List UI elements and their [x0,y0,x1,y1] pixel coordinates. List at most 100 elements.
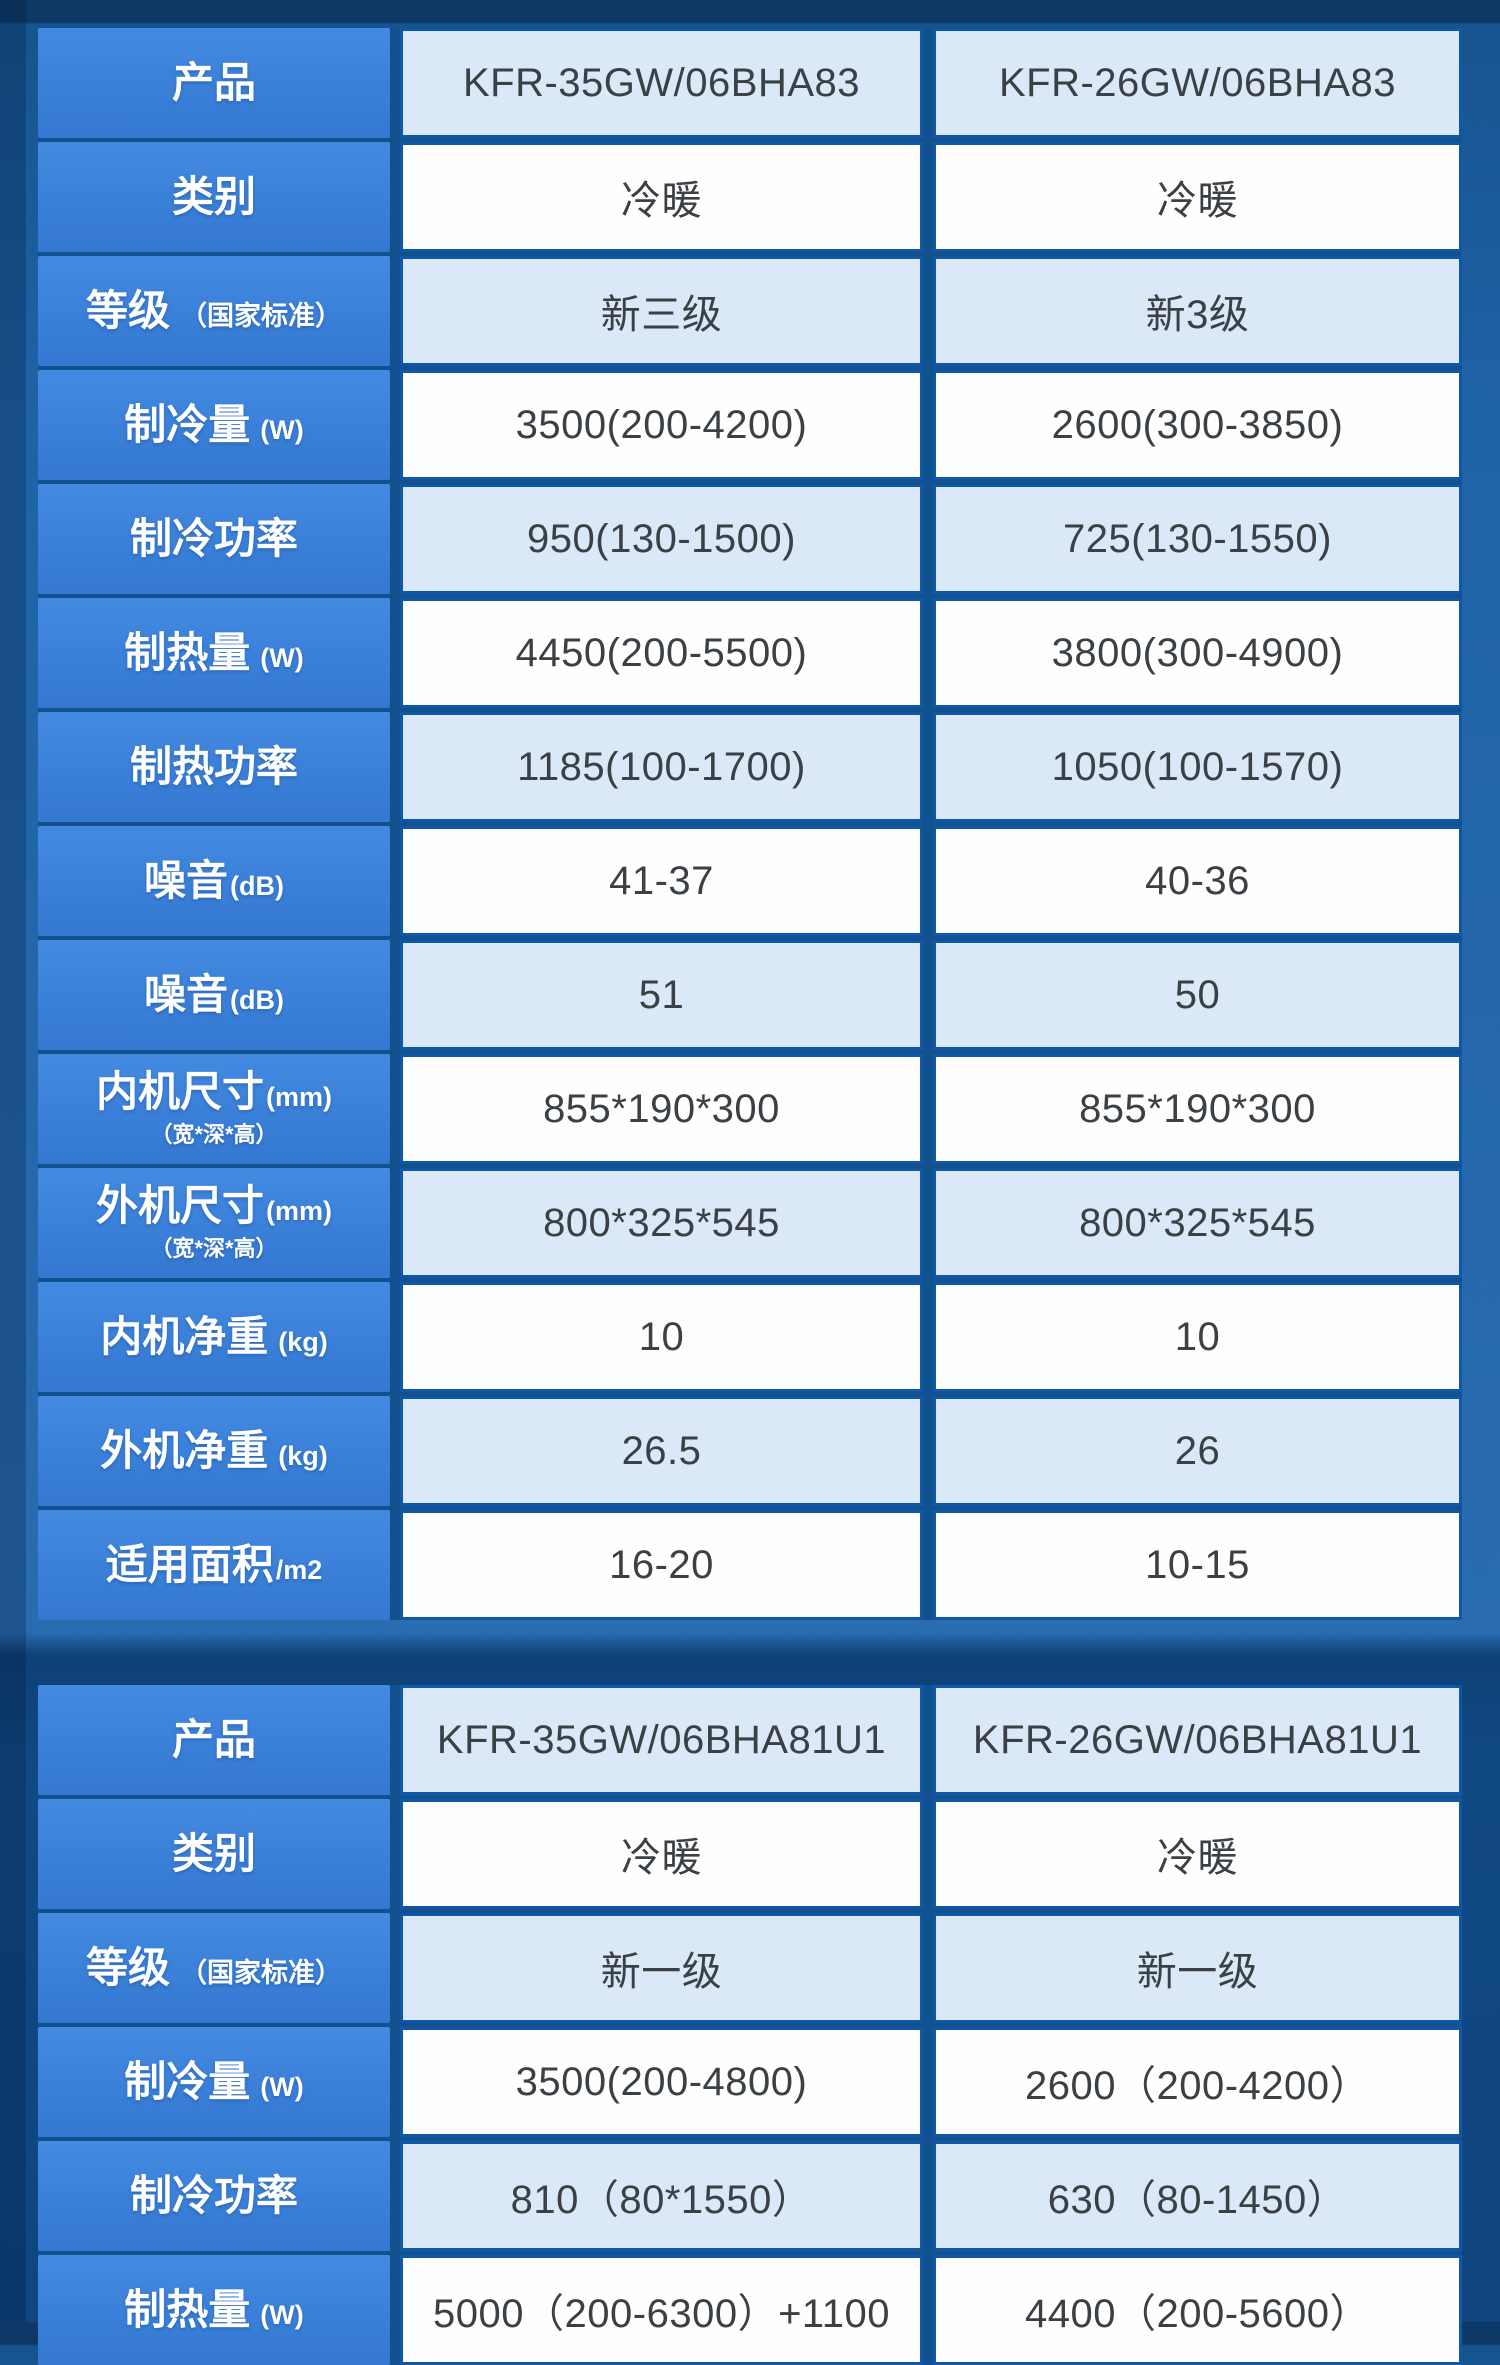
spec-label-cell: 噪音 (dB) [38,940,390,1050]
spec-value-product-2: 40-36 [933,826,1462,936]
spec-label-line: 制热量 (W) [124,628,304,676]
spec-value-product-1: 3500(200-4200) [400,370,923,480]
spec-value-product-1: 1185(100-1700) [400,712,923,822]
spec-label-note: （国家标准） [180,300,342,331]
spec-label-note: (mm) [266,1081,332,1112]
spec-label: 产品 [171,1715,256,1763]
spec-label-line: 适用面积 /m2 [105,1540,323,1588]
spec-label-subnote: （宽*深*高） [150,1236,278,1262]
spec-value-product-2: 10-15 [933,1510,1462,1620]
spec-label-line: 噪音 (dB) [144,970,284,1018]
spec-label-line: 等级 （国家标准） [85,286,342,334]
spec-label-cell: 等级 （国家标准） [38,1913,390,2023]
spec-label: 等级 [85,286,170,334]
spec-label-cell: 适用面积 /m2 [38,1510,390,1620]
spec-value-product-2: KFR-26GW/06BHA83 [933,28,1462,138]
spec-label: 内机尺寸 [95,1067,264,1115]
spec-label: 制热功率 [129,742,298,790]
spec-label-cell: 制冷功率 [38,2141,390,2251]
spec-label-cell: 制热功率 [38,712,390,822]
spec-value-product-2: 2600（200-4200） [933,2027,1462,2137]
spec-value-product-2: 630（80-1450） [933,2141,1462,2251]
spec-label-line: 制冷功率 [129,2171,298,2219]
spec-label-line: 产品 [171,58,256,106]
spec-label-line: 内机尺寸 (mm) [95,1067,332,1115]
spec-label: 制冷功率 [129,514,298,562]
spec-label-subnote: （宽*深*高） [150,1122,278,1148]
spec-label-line: 制冷量 (W) [124,400,304,448]
spec-value-product-2: 4400（200-5600） [933,2255,1462,2365]
spec-label: 制热量 [124,628,251,676]
spec-value-product-1: 冷暖 [400,142,923,252]
spec-label-line: 产品 [171,1715,256,1763]
spec-label: 适用面积 [105,1540,274,1588]
spec-value-product-1: 810（80*1550） [400,2141,923,2251]
spec-label-note: (dB) [230,870,284,901]
spec-label-line: 类别 [171,172,256,220]
spec-value-product-1: 新一级 [400,1913,923,2023]
spec-label-cell: 产品 [38,1685,390,1795]
spec-label-cell: 制冷功率 [38,484,390,594]
spec-value-product-1: 26.5 [400,1396,923,1506]
spec-value-product-1: 51 [400,940,923,1050]
spec-value-product-1: 800*325*545 [400,1168,923,1278]
spec-value-product-2: 50 [933,940,1462,1050]
spec-value-product-2: 26 [933,1396,1462,1506]
spec-value-product-1: 冷暖 [400,1799,923,1909]
spec-label-note: (W) [260,414,304,445]
spec-value-product-1: 10 [400,1282,923,1392]
spec-value-product-1: 3500(200-4800) [400,2027,923,2137]
spec-value-product-1: 41-37 [400,826,923,936]
spec-label-cell: 噪音 (dB) [38,826,390,936]
spec-label: 等级 [85,1943,170,1991]
spec-value-product-1: 16-20 [400,1510,923,1620]
spec-value-product-1: KFR-35GW/06BHA83 [400,28,923,138]
spec-label-cell: 等级 （国家标准） [38,256,390,366]
spec-value-product-2: 10 [933,1282,1462,1392]
spec-label-cell: 内机净重 (kg) [38,1282,390,1392]
spec-value-product-2: 2600(300-3850) [933,370,1462,480]
spec-value-product-1: 5000（200-6300）+1100 [400,2255,923,2365]
spec-value-product-2: 800*325*545 [933,1168,1462,1278]
spec-label-line: 类别 [171,1829,256,1877]
spec-label: 产品 [171,58,256,106]
spec-label-cell: 类别 [38,142,390,252]
spec-label-note: (W) [260,642,304,673]
spec-label-note: (kg) [278,1326,328,1357]
spec-value-product-1: 950(130-1500) [400,484,923,594]
spec-value-product-1: KFR-35GW/06BHA81U1 [400,1685,923,1795]
spec-value-product-2: 725(130-1550) [933,484,1462,594]
spec-label-note: （国家标准） [180,1957,342,1988]
spec-value-product-2: 冷暖 [933,142,1462,252]
spec-label: 制冷量 [124,400,251,448]
spec-label: 类别 [171,172,256,220]
spec-label-note: (kg) [278,1440,328,1471]
spec-label-cell: 产品 [38,28,390,138]
spec-label-cell: 制冷量 (W) [38,370,390,480]
spec-value-product-1: 4450(200-5500) [400,598,923,708]
spec-label-note: (W) [260,2071,304,2102]
spec-table-2: 产品 KFR-35GW/06BHA81U1 KFR-26GW/06BHA81U1… [38,1685,1462,2365]
spec-value-product-2: KFR-26GW/06BHA81U1 [933,1685,1462,1795]
spec-label-line: 等级 （国家标准） [85,1943,342,1991]
spec-label-cell: 制热量 (W) [38,2255,390,2365]
spec-value-product-2: 冷暖 [933,1799,1462,1909]
spec-label-note: (W) [260,2299,304,2330]
spec-label-cell: 外机尺寸 (mm) （宽*深*高） [38,1168,390,1278]
spec-value-product-2: 新一级 [933,1913,1462,2023]
spec-label: 噪音 [144,970,229,1018]
spec-label: 制热量 [124,2285,251,2333]
spec-label-cell: 外机净重 (kg) [38,1396,390,1506]
spec-label-line: 制热量 (W) [124,2285,304,2333]
spec-value-product-2: 1050(100-1570) [933,712,1462,822]
spec-value-product-2: 3800(300-4900) [933,598,1462,708]
spec-label: 类别 [171,1829,256,1877]
spec-label-line: 内机净重 (kg) [100,1313,328,1360]
spec-label-line: 制冷功率 [129,514,298,562]
spec-label: 制冷量 [124,2057,251,2105]
spec-value-product-1: 855*190*300 [400,1054,923,1164]
spec-label-line: 制冷量 (W) [124,2057,304,2105]
spec-label: 制冷功率 [129,2171,298,2219]
spec-label-note: (mm) [266,1195,332,1226]
